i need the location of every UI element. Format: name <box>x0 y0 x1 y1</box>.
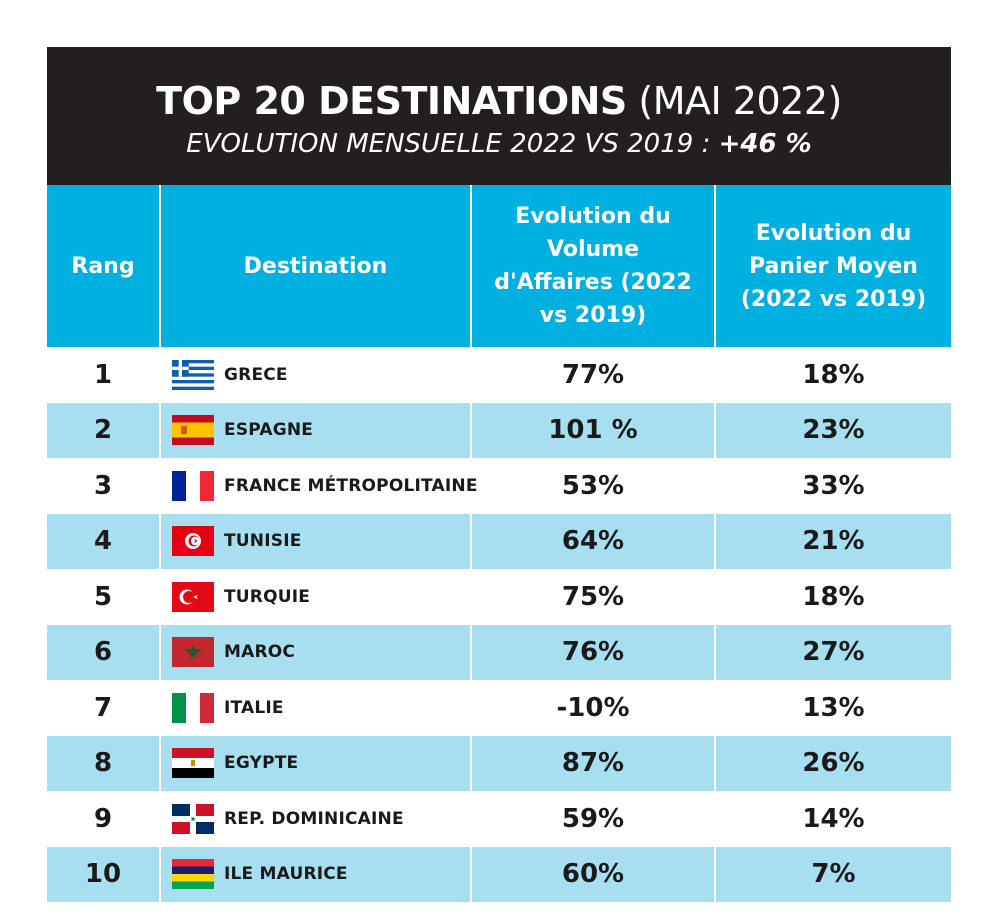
basket-cell: 33% <box>714 458 951 514</box>
table-row: 2 ESPAGNE 101 % 23% <box>47 402 951 458</box>
title-main: TOP 20 DESTINATIONS <box>156 79 627 123</box>
table-row: 5 TURQUIE 75% 18% <box>47 569 951 625</box>
rank-cell: 6 <box>47 624 160 680</box>
destinations-table-container: TOP 20 DESTINATIONS (MAI 2022) EVOLUTION… <box>47 47 951 902</box>
table-row: 1 GRECE 77% 18% <box>47 347 951 403</box>
volume-cell: 76% <box>470 624 715 680</box>
page-title: TOP 20 DESTINATIONS (MAI 2022) <box>47 79 951 123</box>
volume-cell: 64% <box>470 513 715 569</box>
destination-name: EGYPTE <box>224 753 299 774</box>
greece-flag-icon <box>172 359 214 390</box>
table-row: 4 TUNISIE 64% 21% <box>47 513 951 569</box>
volume-cell: 101 % <box>470 402 715 458</box>
basket-cell: 18% <box>714 569 951 625</box>
tunisia-flag-icon <box>172 526 214 557</box>
volume-cell: 60% <box>470 846 715 902</box>
volume-cell: -10% <box>470 680 715 736</box>
morocco-flag-icon <box>172 637 214 668</box>
title-period: (MAI 2022) <box>638 79 842 123</box>
rank-cell: 10 <box>47 846 160 902</box>
dominican-republic-flag-icon <box>172 803 214 834</box>
basket-cell: 13% <box>714 680 951 736</box>
destination-cell: ITALIE <box>159 680 471 736</box>
subtitle-prefix: EVOLUTION MENSUELLE 2022 VS 2019 : <box>186 129 711 159</box>
rank-cell: 9 <box>47 791 160 847</box>
rank-cell: 7 <box>47 680 160 736</box>
basket-cell: 18% <box>714 347 951 403</box>
table-row: 7 ITALIE -10% 13% <box>47 680 951 736</box>
france-flag-icon <box>172 470 214 501</box>
header-basket: Evolution du Panier Moyen (2022 vs 2019) <box>714 185 951 347</box>
spain-flag-icon <box>172 415 214 446</box>
subtitle: EVOLUTION MENSUELLE 2022 VS 2019 : +46 % <box>47 127 951 161</box>
destination-name: TURQUIE <box>224 586 311 607</box>
rank-cell: 3 <box>47 458 160 514</box>
destination-name: FRANCE MÉTROPOLITAINE <box>224 475 478 496</box>
destination-cell: EGYPTE <box>159 735 471 791</box>
destination-name: GRECE <box>224 364 288 385</box>
destination-cell: FRANCE MÉTROPOLITAINE <box>159 458 477 514</box>
table-row: 3 FRANCE MÉTROPOLITAINE 53% 33% <box>47 458 951 514</box>
table-row: 8 EGYPTE 87% 26% <box>47 735 951 791</box>
volume-cell: 77% <box>470 347 715 403</box>
turkey-flag-icon <box>172 581 214 612</box>
destination-name: TUNISIE <box>224 531 302 552</box>
destination-name: REP. DOMINICAINE <box>224 808 404 829</box>
header-volume: Evolution du Volume d'Affaires (2022 vs … <box>470 185 715 347</box>
rank-cell: 8 <box>47 735 160 791</box>
destination-cell: REP. DOMINICAINE <box>159 791 471 847</box>
basket-cell: 23% <box>714 402 951 458</box>
destination-name: ILE MAURICE <box>224 864 348 885</box>
basket-cell: 26% <box>714 735 951 791</box>
destination-cell: GRECE <box>159 347 471 403</box>
italy-flag-icon <box>172 692 214 723</box>
basket-cell: 14% <box>714 791 951 847</box>
header-basket-label: Evolution du Panier Moyen (2022 vs 2019) <box>740 220 927 312</box>
destination-cell: ILE MAURICE <box>159 846 471 902</box>
title-banner: TOP 20 DESTINATIONS (MAI 2022) EVOLUTION… <box>47 47 951 185</box>
header-rank: Rang <box>47 185 160 347</box>
rank-cell: 1 <box>47 347 160 403</box>
destinations-table: Rang Destination Evolution du Volume d'A… <box>47 185 951 902</box>
table-header-row: Rang Destination Evolution du Volume d'A… <box>47 185 951 347</box>
destination-name: ITALIE <box>224 697 284 718</box>
volume-cell: 75% <box>470 569 715 625</box>
rank-cell: 4 <box>47 513 160 569</box>
volume-cell: 53% <box>470 458 715 514</box>
basket-cell: 7% <box>714 846 951 902</box>
destination-name: ESPAGNE <box>224 420 314 441</box>
destination-cell: TURQUIE <box>159 569 471 625</box>
rank-cell: 2 <box>47 402 160 458</box>
subtitle-value: +46 % <box>718 129 812 159</box>
egypt-flag-icon <box>172 748 214 779</box>
header-destination: Destination <box>159 185 471 347</box>
rank-cell: 5 <box>47 569 160 625</box>
table-row: 10 ILE MAURICE 60% 7% <box>47 846 951 902</box>
basket-cell: 27% <box>714 624 951 680</box>
basket-cell: 21% <box>714 513 951 569</box>
destination-cell: TUNISIE <box>159 513 471 569</box>
destination-cell: MAROC <box>159 624 471 680</box>
table-row: 9 REP. DOMINICAINE 59% 14% <box>47 791 951 847</box>
destination-cell: ESPAGNE <box>159 402 471 458</box>
volume-cell: 87% <box>470 735 715 791</box>
volume-cell: 59% <box>470 791 715 847</box>
mauritius-flag-icon <box>172 859 214 890</box>
header-volume-label: Evolution du Volume d'Affaires (2022 vs … <box>494 204 692 328</box>
destination-name: MAROC <box>224 642 296 663</box>
table-row: 6 MAROC 76% 27% <box>47 624 951 680</box>
